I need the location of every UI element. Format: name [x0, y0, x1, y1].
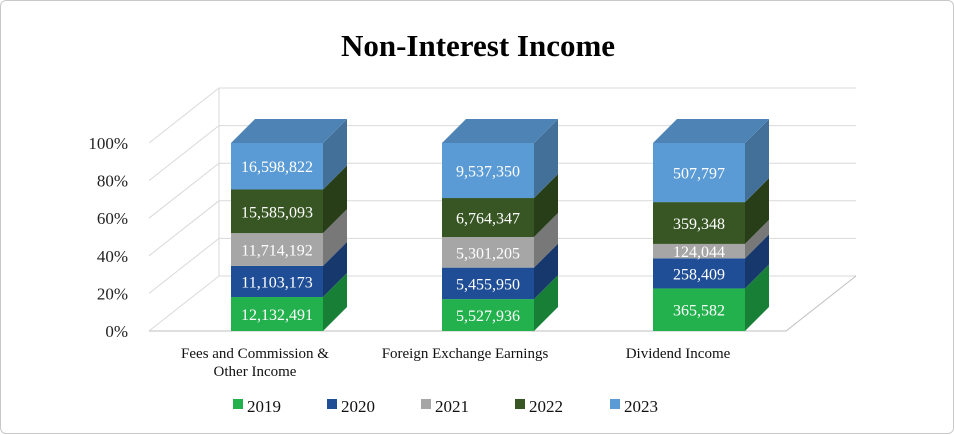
gridlines — [148, 87, 857, 332]
y-tick-label: 80% — [97, 172, 128, 191]
bar-segment — [442, 237, 534, 268]
bar-segment — [653, 143, 745, 203]
y-tick-label: 60% — [97, 209, 128, 228]
bars: 12,132,491 11,103,173 11,714,192 15,585,093… — [231, 119, 769, 331]
data-label: 365,582 — [673, 303, 725, 320]
bar-segment — [231, 233, 323, 266]
bar-segment-side — [745, 178, 769, 244]
data-label: 16,598,822 — [241, 159, 313, 176]
bar-segment-side — [534, 119, 558, 199]
data-label: 5,301,205 — [456, 245, 520, 262]
bar-segment — [442, 267, 534, 300]
bar-segment — [653, 202, 745, 244]
bar-segment-side — [745, 234, 769, 289]
bar-segment-side — [745, 264, 769, 331]
data-label: 359,348 — [673, 216, 725, 233]
bar-segment — [653, 258, 745, 289]
bar-segment — [231, 265, 323, 298]
data-label: 9,537,350 — [456, 164, 520, 181]
category-label: Fees and Commission & — [181, 346, 329, 362]
bar-segment-side — [323, 241, 347, 298]
y-tick-label: 0% — [105, 322, 128, 341]
y-axis-ticks: 0% 20% 40% 60% 80% 100% — [88, 134, 128, 341]
bar-segment — [231, 189, 323, 234]
data-label: 5,455,950 — [456, 276, 520, 293]
bar-segment-side — [745, 119, 769, 203]
data-label: 15,585,093 — [241, 204, 313, 221]
bar-segment-side — [323, 209, 347, 266]
data-label: 6,764,347 — [456, 211, 520, 228]
legend: 2019 2020 2021 2022 2023 — [233, 397, 658, 416]
legend-swatch — [233, 399, 243, 409]
category-label: Other Income — [214, 364, 297, 380]
bar-segment — [442, 299, 534, 331]
x-axis-line — [149, 275, 857, 332]
bar-segment-side — [534, 213, 558, 268]
bar-segment-side — [323, 119, 347, 190]
bar-segment-side — [534, 174, 558, 238]
legend-label: 2019 — [247, 397, 281, 416]
category-labels: Fees and Commission & Other Income Foreign… — [181, 346, 731, 380]
data-label: 11,103,173 — [241, 274, 312, 291]
data-label: 258,409 — [673, 266, 725, 283]
bar-top — [653, 119, 769, 143]
data-label: 11,714,192 — [241, 243, 312, 260]
data-label: 12,132,491 — [241, 307, 313, 324]
legend-label: 2020 — [341, 397, 375, 416]
bar-segment — [442, 198, 534, 238]
legend-swatch — [421, 399, 431, 409]
bar-segment — [231, 297, 323, 331]
legend-label: 2023 — [624, 397, 658, 416]
data-label: 124,044 — [673, 244, 725, 261]
legend-label: 2021 — [435, 397, 469, 416]
category-label: Dividend Income — [626, 346, 731, 362]
bar-segment — [653, 288, 745, 331]
legend-swatch — [515, 399, 525, 409]
bar-segment-side — [534, 243, 558, 300]
bar-segment-side — [323, 273, 347, 331]
y-tick-label: 40% — [97, 247, 128, 266]
y-tick-label: 100% — [88, 134, 128, 153]
bar-segment-side — [745, 219, 769, 259]
data-label: 5,527,936 — [456, 308, 520, 325]
category-label: Foreign Exchange Earnings — [382, 346, 549, 362]
bar-segment-side — [323, 165, 347, 234]
legend-label: 2022 — [529, 397, 563, 416]
bar-segment — [231, 143, 323, 190]
bar-segment — [653, 243, 745, 259]
legend-swatch — [327, 399, 337, 409]
legend-swatch — [610, 399, 620, 409]
bar-segment-side — [534, 275, 558, 331]
bar-top — [442, 119, 558, 143]
bar-segment — [442, 143, 534, 199]
data-label: 507,797 — [673, 166, 725, 183]
bar-top — [231, 119, 347, 143]
y-tick-label: 20% — [97, 284, 128, 303]
chart-title: Non-Interest Income — [341, 28, 615, 63]
